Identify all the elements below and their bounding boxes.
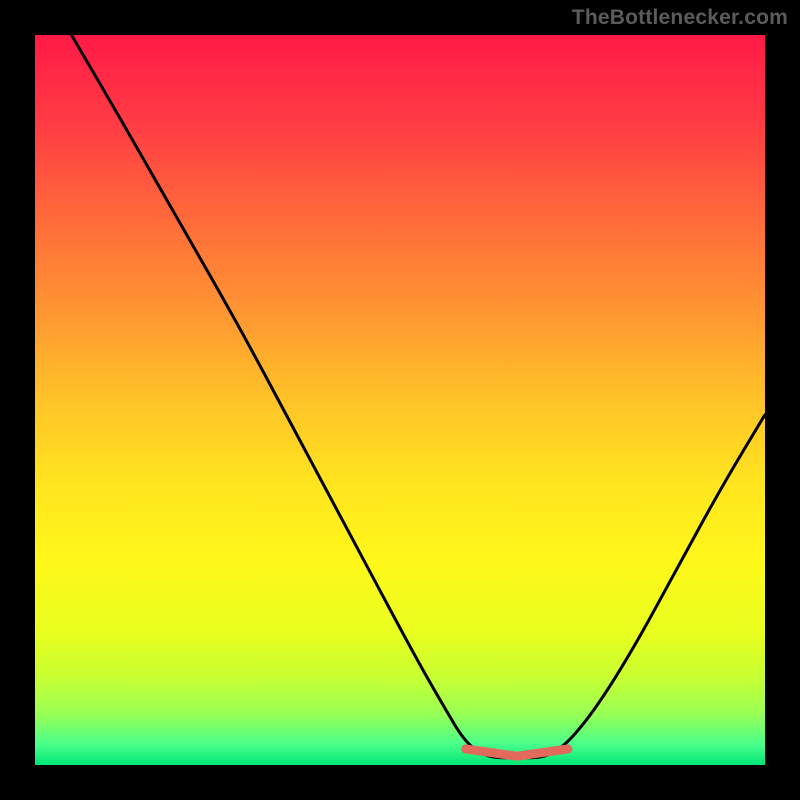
- curve-line: [72, 35, 766, 758]
- optimal-range-marker: [466, 749, 568, 756]
- bottleneck-curve: [35, 35, 765, 765]
- watermark-text: TheBottlenecker.com: [572, 6, 788, 30]
- plot-area: [35, 35, 765, 765]
